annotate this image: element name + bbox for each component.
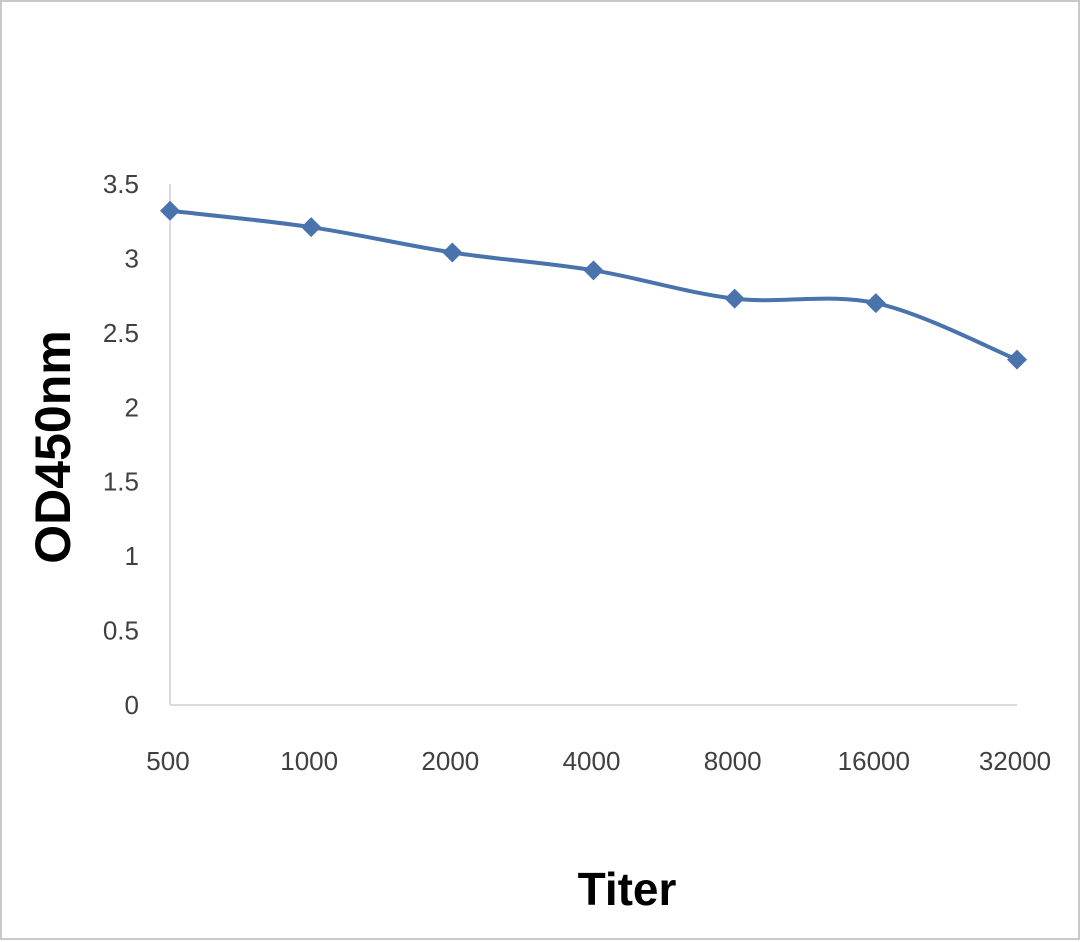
data-point-marker bbox=[583, 260, 604, 281]
x-tick-label: 32000 bbox=[979, 746, 1051, 776]
y-tick-label: 1.5 bbox=[103, 467, 139, 497]
y-axis-title: OD450nm bbox=[25, 330, 81, 563]
x-axis-tick-labels: 500 1000 2000 4000 8000 16000 32000 bbox=[146, 746, 1051, 776]
y-tick-label: 2 bbox=[125, 392, 139, 422]
y-tick-label: 1 bbox=[125, 541, 139, 571]
data-point-markers bbox=[160, 200, 1027, 370]
x-tick-label: 500 bbox=[146, 746, 189, 776]
x-tick-label: 4000 bbox=[563, 746, 621, 776]
data-point-marker bbox=[865, 293, 886, 314]
x-tick-label: 1000 bbox=[280, 746, 338, 776]
x-axis-title: Titer bbox=[578, 863, 677, 915]
x-tick-label: 8000 bbox=[704, 746, 762, 776]
y-axis-tick-labels: 0 0.5 1 1.5 2 2.5 3 3.5 bbox=[103, 169, 139, 720]
y-tick-label: 2.5 bbox=[103, 318, 139, 348]
x-tick-label: 2000 bbox=[421, 746, 479, 776]
series-line bbox=[168, 208, 1019, 362]
data-point-marker bbox=[301, 217, 322, 238]
y-tick-label: 3 bbox=[125, 243, 139, 273]
data-point-marker bbox=[160, 200, 180, 221]
data-point-marker bbox=[724, 288, 745, 309]
y-tick-label: 3.5 bbox=[103, 169, 139, 199]
y-tick-label: 0 bbox=[125, 690, 139, 720]
y-tick-label: 0.5 bbox=[103, 616, 139, 646]
data-point-marker bbox=[442, 242, 463, 263]
x-tick-label: 16000 bbox=[838, 746, 910, 776]
data-point-marker bbox=[1007, 349, 1027, 370]
